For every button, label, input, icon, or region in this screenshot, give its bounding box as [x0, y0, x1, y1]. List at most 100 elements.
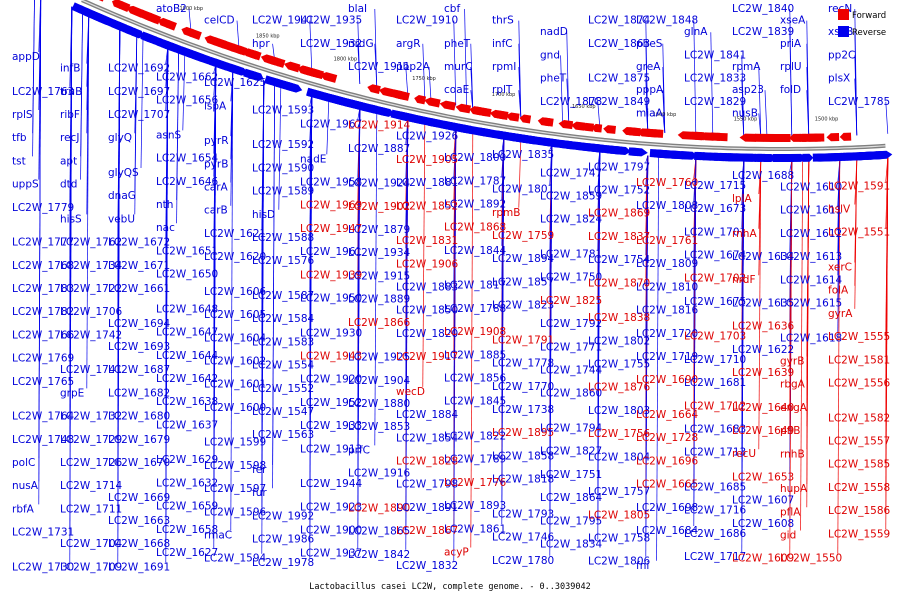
label-leader: [806, 90, 810, 137]
gene-label: LC2W_1861: [444, 523, 506, 535]
gene-label: nrdF: [732, 274, 756, 286]
label-leader: [374, 43, 378, 89]
gene-label: LC2W_1788: [444, 303, 506, 315]
gene-label: LC2W_1831: [396, 235, 458, 247]
gene-label: LC2W_1769: [12, 353, 74, 365]
gene-label: LC2W_1827: [540, 446, 602, 458]
label-leader: [86, 14, 90, 389]
gene-label: LC2W_1576: [252, 255, 315, 267]
gene-label: LC2W_1636: [732, 321, 795, 333]
gene-label: LC2W_1584: [252, 313, 315, 325]
gene-arrow-forward: [308, 68, 325, 80]
gene-label: recU: [732, 448, 756, 460]
gene-label: LC2W_1635: [732, 297, 794, 309]
gene-arrow-reverse: [130, 27, 145, 39]
gene-label: LC2W_1838: [588, 312, 650, 324]
gene-label: LC2W_1894: [492, 253, 555, 265]
tick-label: 1900 kbp: [180, 6, 204, 12]
label-leader: [758, 113, 762, 137]
gene-label: LC2W_1637: [156, 419, 218, 431]
gene-label: LC2W_1885: [444, 349, 506, 361]
gene-label: xerC: [828, 262, 852, 274]
gene-label: LC2W_1557: [828, 436, 890, 448]
gene-arrow-reverse: [230, 64, 249, 76]
gene-label: polC: [12, 457, 35, 469]
gene-arrow-reverse: [615, 146, 631, 155]
gene-label: LC2W_1594: [204, 553, 267, 565]
gene-label: LC2W_1685: [684, 482, 746, 494]
gene-label: lplA: [732, 193, 752, 205]
gene-label: LC2W_1551: [828, 227, 890, 239]
label-leader: [806, 160, 810, 508]
gene-label: folD: [780, 84, 801, 96]
gene-label: LC2W_1698: [636, 502, 698, 514]
gene-label: murC: [444, 61, 473, 73]
gene-label: LC2W_1638: [156, 396, 218, 408]
label-leader: [693, 158, 697, 527]
gene-label: LC2W_1547: [252, 406, 314, 418]
gene-label: folA: [828, 285, 849, 297]
gene-label: LC2W_1558: [828, 482, 890, 494]
gene-label: LC2W_1759: [492, 230, 554, 242]
label-leader: [518, 140, 522, 208]
gene-label: appD: [12, 51, 40, 63]
gene-label: LC2W_1900: [300, 525, 362, 537]
gene-label: LC2W_1780: [492, 555, 554, 567]
gene-label: celCD: [204, 15, 235, 27]
label-leader: [645, 101, 649, 132]
gene-arrow-forward: [478, 107, 492, 118]
gene-label: pyrR: [204, 135, 229, 147]
gene-label: nusA: [12, 480, 39, 492]
gene-label: LC2W_1932: [300, 38, 362, 50]
label-leader: [837, 160, 841, 554]
gene-label: LC2W_1875: [588, 73, 650, 85]
gene-label: LC2W_1620: [204, 251, 266, 263]
gene-label: rpmI: [492, 61, 516, 73]
gene-label: LC2W_1552: [252, 383, 314, 395]
gene-label: LC2W_1754: [588, 254, 651, 266]
gene-label: ribF: [60, 109, 80, 121]
gene-arrow-forward: [414, 95, 427, 105]
gene-label: argR: [396, 38, 421, 50]
gene-label: LC2W_1649: [732, 425, 794, 437]
gene-label: LC2W_1880: [348, 398, 410, 410]
label-leader: [278, 85, 282, 210]
gene-label: LC2W_1986: [252, 534, 315, 546]
gene-label: LC2W_1687: [108, 364, 170, 376]
gene-label: LC2W_1768: [12, 260, 74, 272]
gene-arrow-reverse: [630, 147, 648, 157]
gene-label: LC2W_1864: [540, 492, 603, 504]
label-leader: [32, 0, 35, 157]
gene-label: LC2W_1752: [588, 185, 650, 197]
genome-caption: Lactobacillus casei LC2W, complete genom…: [309, 582, 590, 592]
gene-label: LC2W_1720: [636, 328, 698, 340]
gene-label: LC2W_1829: [684, 96, 746, 108]
label-leader-lines: [32, 0, 889, 563]
gene-label: pyrB: [204, 158, 228, 170]
gene-label: LC2W_1598: [204, 460, 266, 472]
gene-arrow-forward: [839, 132, 852, 141]
gene-arrow-forward: [690, 131, 705, 141]
gene-label: LC2W_1583: [252, 336, 314, 348]
gene-label: LC2W_1597: [204, 483, 266, 495]
gene-label: rnhA: [732, 228, 757, 240]
gene-label: LC2W_1859: [540, 191, 602, 203]
gene-arrow-forward: [116, 1, 131, 13]
gene-label: LC2W_1887: [348, 143, 410, 155]
gene-arrow-forward: [367, 84, 381, 95]
gene-label: LC2W_1782: [12, 306, 74, 318]
gene-label: pheT: [444, 38, 471, 50]
gene-label: carB: [204, 205, 228, 217]
gene-label: LC2W_1905: [396, 154, 458, 166]
gene-arrow-forward: [649, 129, 664, 138]
gene-label: LC2W_1930: [300, 327, 362, 339]
gene-label: tfb: [12, 132, 27, 144]
gene-label: LC2W_1992: [252, 510, 314, 522]
gene-label: LC2W_1852: [396, 200, 458, 212]
gene-label: LC2W_1610: [780, 182, 842, 194]
gene-label: fur: [252, 487, 267, 499]
gene-label: LC2W_1690: [636, 374, 698, 386]
gene-label: LC2W_1669: [108, 492, 170, 504]
